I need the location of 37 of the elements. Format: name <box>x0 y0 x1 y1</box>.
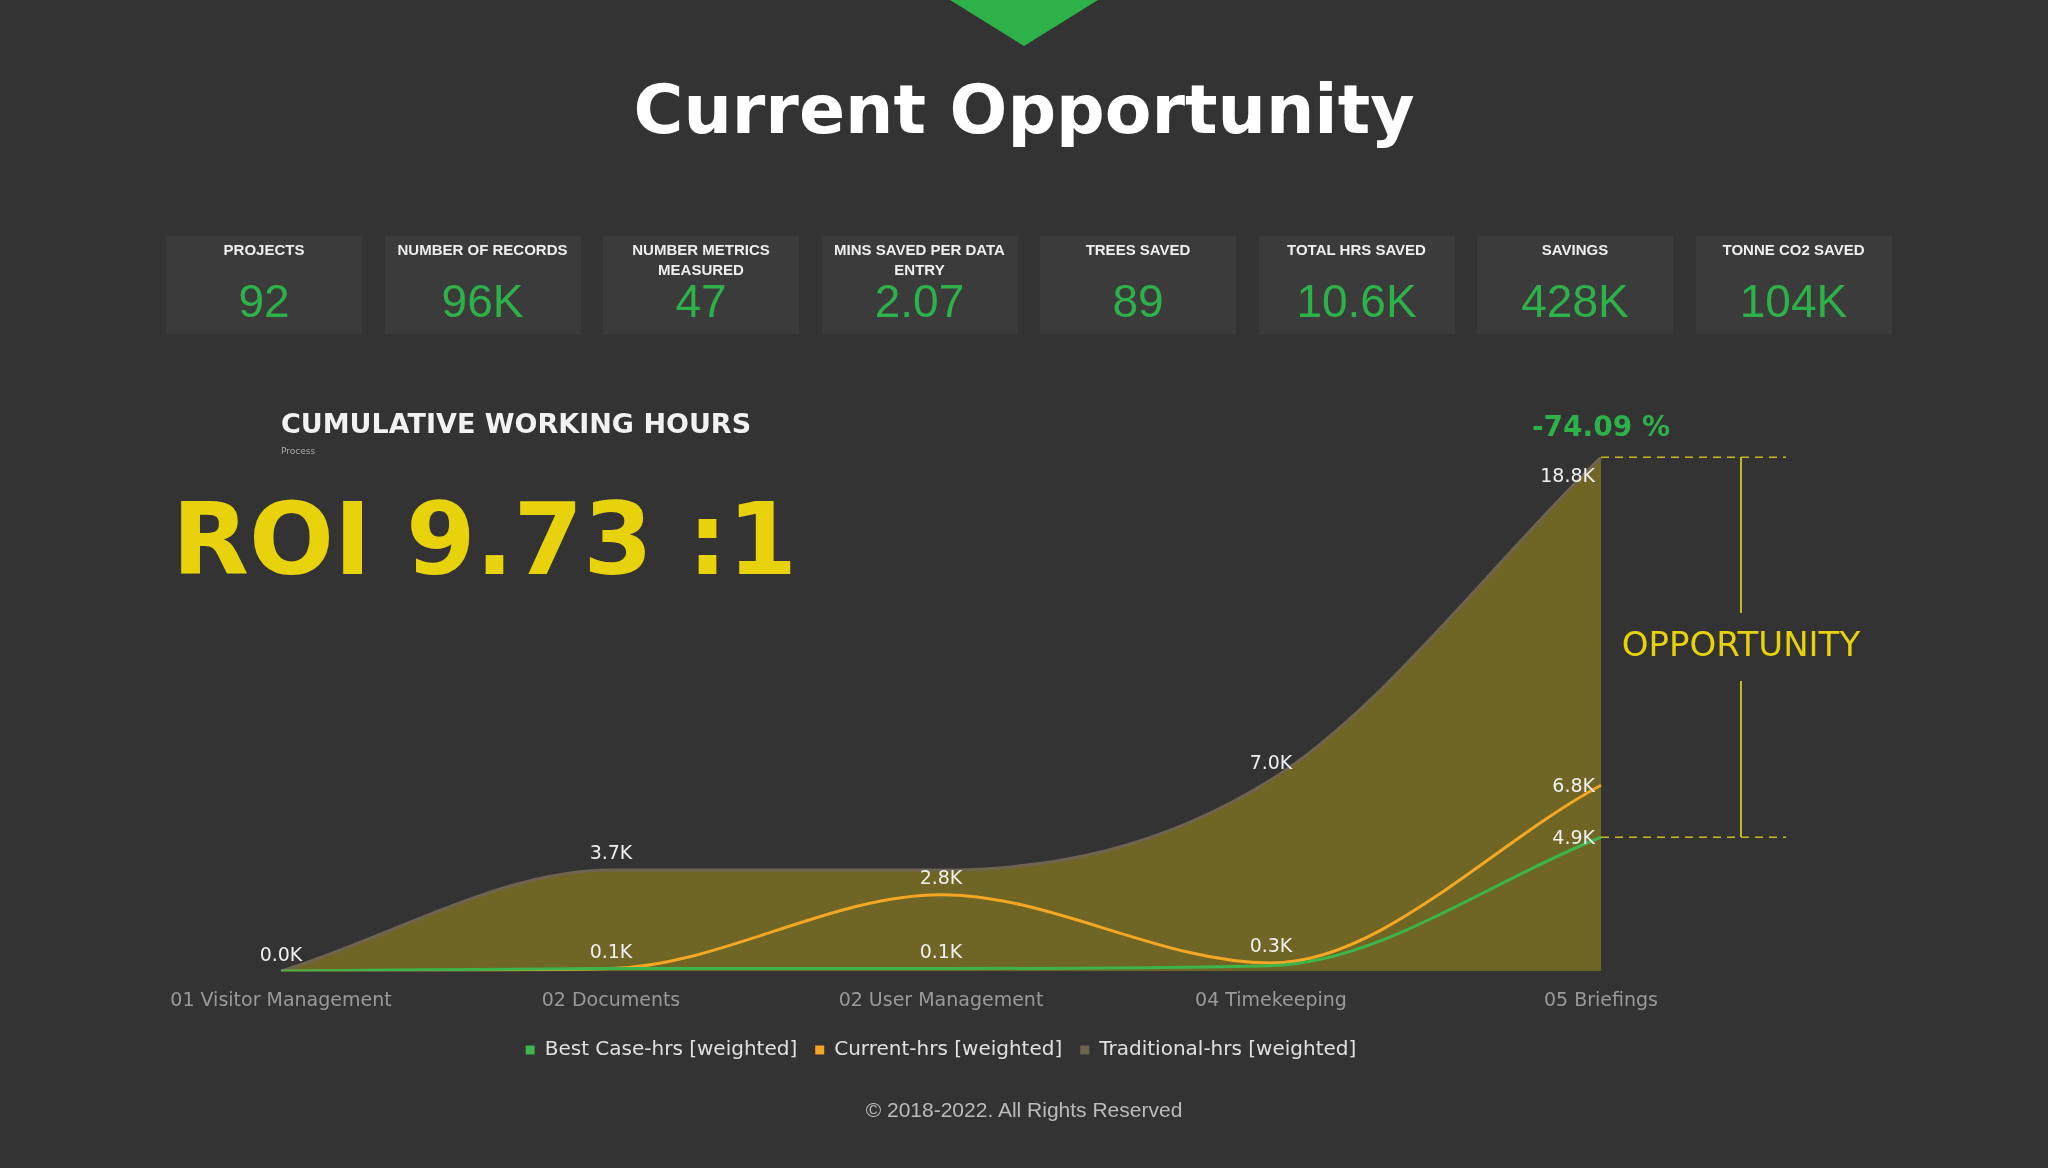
category-label: SAVINGS <box>1540 240 1610 260</box>
x-tick-label: 05 Briefings <box>1544 987 1658 1010</box>
x-tick-label: 02 Documents <box>541 987 681 1010</box>
x-tick-label: 01 Visitor Management <box>170 987 392 1010</box>
data-label: 6.8K <box>1552 774 1596 797</box>
x-tick-label: 04 Timekeeping <box>1195 987 1347 1010</box>
legend-label: Best Case-hrs [weighted] <box>544 1036 798 1061</box>
x-tick-label: 02 User Management <box>838 987 1044 1010</box>
data-label: 0.1K <box>589 939 633 962</box>
text: 10.6K <box>1296 275 1417 327</box>
text: Current Opportunity <box>632 70 1416 149</box>
category-label: NUMBER OF RECORDS <box>396 240 569 260</box>
legend-label: Current-hrs [weighted] <box>834 1036 1063 1061</box>
text: 89 <box>1112 275 1164 327</box>
text: 92 <box>238 275 290 327</box>
legend-label: Traditional-hrs [weighted] <box>1098 1036 1357 1061</box>
data-label: 0.0K <box>259 942 303 965</box>
category-label: TONNE CO2 SAVED <box>1721 240 1866 260</box>
text: 104K <box>1739 275 1848 327</box>
category-label: TOTAL HRS SAVED <box>1286 240 1427 260</box>
data-label: 2.8K <box>919 866 963 889</box>
chart-subtitle: Process <box>281 446 316 457</box>
annotation: OPPORTUNITY <box>1621 624 1861 665</box>
category-label: PROJECTS <box>222 240 306 260</box>
annotation: ROI 9.73 :1 <box>172 480 798 598</box>
text: 96K <box>441 275 524 327</box>
text: -74.09 % <box>1532 410 1670 444</box>
text: 428K <box>1521 275 1629 327</box>
text: © 2018-2022. All Rights Reserved <box>864 1098 1184 1122</box>
chart-title: CUMULATIVE WORKING HOURS <box>281 408 752 440</box>
category-label: TREES SAVED <box>1084 240 1192 260</box>
data-label: 0.3K <box>1249 934 1293 957</box>
data-label: 18.8K <box>1540 464 1596 487</box>
data-label: 4.9K <box>1552 826 1596 849</box>
data-label: 7.0K <box>1249 751 1293 774</box>
data-label: 3.7K <box>589 841 633 864</box>
data-label: 0.1K <box>919 939 963 962</box>
